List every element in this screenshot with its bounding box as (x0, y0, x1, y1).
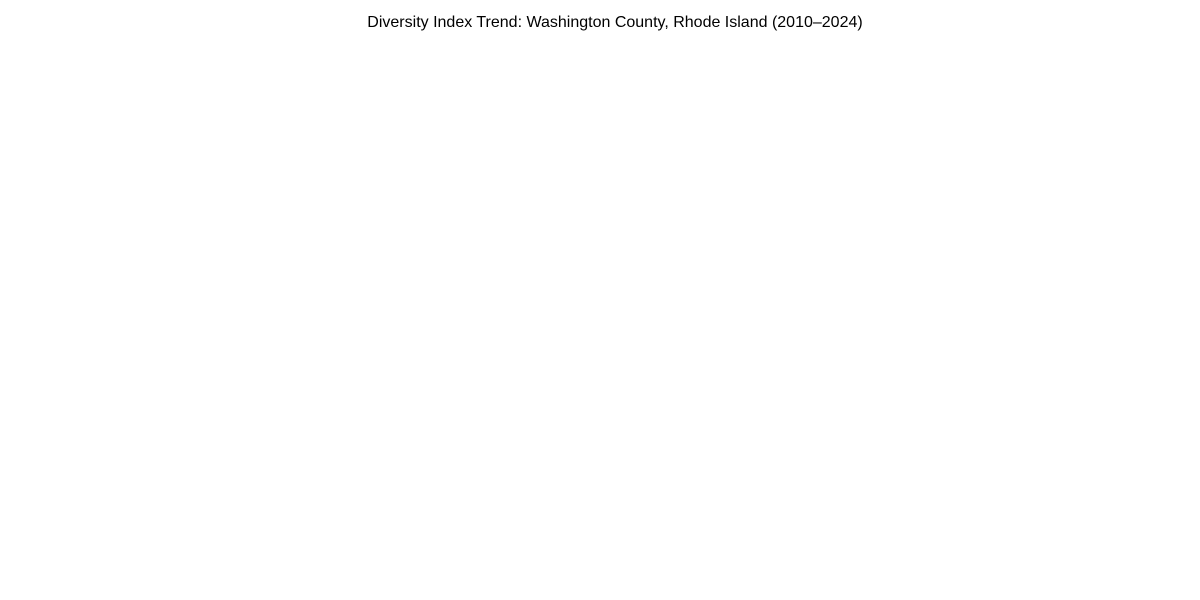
chart-title: Diversity Index Trend: Washington County… (367, 14, 862, 31)
